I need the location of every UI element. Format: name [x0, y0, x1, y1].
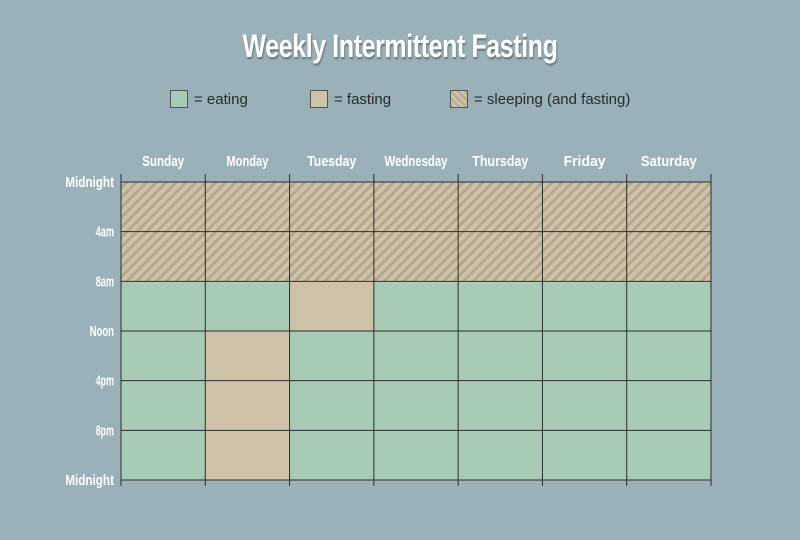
- cell-friday-3-eating: [542, 331, 627, 381]
- cell-thursday-2-eating: [458, 281, 543, 331]
- chart-title: Weekly Intermittent Fasting: [242, 28, 558, 64]
- cell-thursday-5-eating: [458, 430, 543, 480]
- time-label-1: 4am: [96, 224, 114, 241]
- cell-wednesday-4-eating: [373, 380, 459, 431]
- cell-saturday-4-eating: [626, 380, 711, 431]
- cell-sunday-3-eating: [121, 331, 206, 381]
- cell-saturday-5-eating: [626, 430, 711, 480]
- time-label-6: Midnight: [65, 472, 114, 489]
- time-label-2: 8am: [96, 273, 114, 290]
- cell-monday-0-sleeping: [205, 182, 290, 232]
- day-label-friday: Friday: [564, 153, 607, 170]
- cell-saturday-3-eating: [626, 331, 711, 381]
- cell-wednesday-2-eating: [373, 281, 459, 331]
- cell-sunday-0-sleeping: [121, 182, 206, 232]
- cell-monday-5-fasting: [205, 430, 290, 480]
- cell-monday-2-eating: [205, 281, 290, 331]
- time-label-4: 4pm: [96, 373, 114, 390]
- cell-sunday-4-eating: [121, 380, 206, 431]
- legend-sleeping-label: = sleeping (and fasting): [474, 90, 631, 108]
- cell-tuesday-3-eating: [289, 331, 374, 381]
- cell-friday-5-eating: [542, 430, 627, 480]
- cell-wednesday-5-eating: [373, 430, 459, 480]
- cell-tuesday-1-sleeping: [289, 231, 374, 282]
- time-label-3: Noon: [90, 323, 114, 340]
- cell-tuesday-0-sleeping: [289, 182, 374, 232]
- cell-tuesday-2-fasting: [289, 281, 374, 331]
- time-label-5: 8pm: [96, 422, 114, 439]
- cell-sunday-2-eating: [121, 281, 206, 331]
- cell-friday-1-sleeping: [542, 231, 627, 282]
- cell-saturday-0-sleeping: [626, 182, 711, 232]
- cell-thursday-1-sleeping: [458, 231, 543, 282]
- cell-tuesday-5-eating: [289, 430, 374, 480]
- cell-tuesday-4-eating: [289, 380, 374, 431]
- cell-monday-1-sleeping: [205, 231, 290, 282]
- cell-friday-4-eating: [542, 380, 627, 431]
- legend-eating: = eating: [170, 89, 248, 109]
- legend-sleeping: = sleeping (and fasting): [450, 89, 630, 109]
- cell-thursday-4-eating: [458, 380, 543, 431]
- cell-saturday-2-eating: [626, 281, 711, 331]
- cell-friday-2-eating: [542, 281, 627, 331]
- day-label-tuesday: Tuesday: [307, 153, 357, 170]
- cell-thursday-0-sleeping: [458, 182, 543, 232]
- cell-wednesday-0-sleeping: [373, 182, 459, 232]
- cell-sunday-1-sleeping: [121, 231, 206, 282]
- legend-fasting-label: = fasting: [334, 90, 392, 108]
- eating-swatch: [170, 90, 188, 108]
- cell-saturday-1-sleeping: [626, 231, 711, 282]
- cell-monday-3-fasting: [205, 331, 290, 381]
- cell-thursday-3-eating: [458, 331, 543, 381]
- day-label-saturday: Saturday: [641, 153, 698, 170]
- cell-monday-4-fasting: [205, 380, 290, 431]
- day-label-wednesday: Wednesday: [385, 153, 448, 170]
- cell-friday-0-sleeping: [542, 182, 627, 232]
- fasting-swatch: [310, 90, 328, 108]
- cell-wednesday-1-sleeping: [373, 231, 459, 282]
- legend-fasting: = fasting: [310, 89, 391, 109]
- day-label-monday: Monday: [226, 153, 268, 170]
- cell-wednesday-3-eating: [373, 331, 459, 381]
- time-label-0: Midnight: [65, 174, 114, 191]
- day-label-sunday: Sunday: [142, 153, 185, 170]
- legend-eating-label: = eating: [194, 90, 248, 108]
- cell-sunday-5-eating: [121, 430, 206, 480]
- day-label-thursday: Thursday: [472, 153, 529, 170]
- sleeping-swatch: [450, 90, 468, 108]
